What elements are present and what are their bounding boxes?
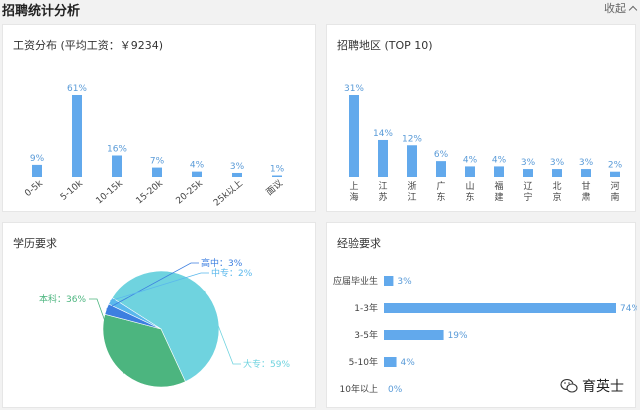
experience-panel-title: 经验要求 [337, 237, 381, 250]
region-bar [610, 171, 620, 177]
salary-value-label: 3% [230, 162, 245, 172]
watermark: 育英士 [560, 376, 624, 396]
region-category-label: 北京 [552, 181, 561, 203]
experience-chart: 应届毕业生 3% 1-3年 74% 3-5年 19% 5-10年 4% 10年以上 0% [333, 275, 640, 395]
education-leader-line [110, 272, 209, 302]
education-slice-label: 高中：3% [201, 257, 243, 269]
page-title: 招聘统计分析 [2, 4, 81, 19]
salary-bar [232, 172, 242, 177]
experience-category-label: 5-10年 [349, 356, 378, 368]
region-value-label: 14% [373, 129, 393, 139]
experience-category-label: 3-5年 [354, 329, 378, 341]
salary-bar [192, 171, 202, 177]
region-bar [581, 169, 591, 177]
region-category-label: 甘肃 [581, 180, 590, 203]
salary-value-label: 61% [67, 84, 87, 94]
experience-bar [384, 357, 397, 367]
region-category-label: 上海 [349, 181, 358, 203]
salary-value-label: 1% [270, 165, 285, 175]
region-bar [349, 95, 359, 177]
region-bar [407, 145, 417, 177]
collapse-label: 收起 [604, 2, 626, 15]
experience-panel: 经验要求 应届毕业生 3% 1-3年 74% 3-5年 19% 5-10年 4% 10年以上 0% [326, 222, 640, 408]
salary-category-label: 25k以上 [211, 178, 245, 209]
experience-category-label: 1-3年 [354, 302, 378, 314]
salary-bar [272, 175, 282, 177]
region-value-label: 3% [521, 158, 536, 168]
education-panel-title: 学历要求 [13, 237, 57, 250]
education-leader-line [204, 290, 241, 365]
region-value-label: 3% [579, 158, 594, 168]
region-bar [436, 161, 446, 177]
region-chart: 31% 上海 14% 江苏 12% 浙江 6% 广东 4% 山东 4% 福建 3% 辽宁 3% 北京 3% 甘肃 2… [344, 84, 623, 203]
region-category-label: 广东 [436, 180, 445, 203]
salary-chart: 9% 0-5k 61% 5-10k 16% 10-15k 7% 15-20k 4% 20-25k 3… [23, 84, 285, 209]
salary-bar [72, 95, 82, 177]
region-bar [494, 166, 504, 177]
region-value-label: 4% [492, 155, 507, 165]
region-value-label: 4% [463, 155, 478, 165]
region-bar [378, 139, 388, 177]
experience-value-label: 3% [397, 277, 412, 287]
education-slice-label: 中专：2% [211, 267, 253, 279]
education-panel: 学历要求 大专：59% 本科：36% 高中：3% 中专：2% [2, 222, 316, 408]
salary-panel: 工资分布 (平均工资：￥9234) 9% 0-5k 61% 5-10k 16% 10-15… [2, 24, 316, 212]
region-bar [552, 169, 562, 177]
header-bar: 招聘统计分析 收起 [0, 0, 640, 19]
collapse-button[interactable]: 收起 [604, 0, 638, 16]
salary-bar [32, 164, 42, 177]
salary-value-label: 16% [107, 144, 127, 154]
region-category-label: 辽宁 [523, 181, 532, 203]
region-bar [465, 166, 475, 177]
education-chart: 大专：59% 本科：36% 高中：3%中专：2% [39, 257, 290, 388]
salary-category-label: 15-20k [134, 178, 165, 206]
region-value-label: 2% [608, 161, 623, 171]
education-pie-slice [111, 270, 220, 383]
region-value-label: 12% [402, 134, 422, 144]
region-panel-title: 招聘地区 (TOP 10) [337, 39, 433, 52]
education-leader-line [89, 298, 125, 374]
salary-value-label: 4% [190, 161, 205, 171]
experience-bar [384, 276, 394, 286]
salary-value-label: 7% [150, 157, 165, 167]
experience-bar [384, 330, 444, 340]
salary-category-label: 5-10k [59, 178, 86, 203]
region-value-label: 31% [344, 84, 364, 94]
region-bar [523, 169, 533, 177]
experience-bar [384, 303, 616, 313]
region-panel: 招聘地区 (TOP 10) 31% 上海 14% 江苏 12% 浙江 6% 广东 4% 山东 4% 福… [326, 24, 636, 212]
region-category-label: 河南 [610, 180, 619, 203]
salary-value-label: 9% [30, 154, 45, 164]
experience-value-label: 74% [620, 304, 637, 314]
wechat-icon [560, 378, 578, 393]
experience-value-label: 4% [401, 358, 416, 368]
education-slice-label: 本科：36% [39, 293, 86, 305]
watermark-text: 育英士 [582, 379, 624, 395]
region-value-label: 3% [550, 158, 565, 168]
region-category-label: 江苏 [378, 181, 387, 203]
region-category-label: 山东 [465, 181, 474, 203]
region-value-label: 6% [434, 150, 449, 160]
region-category-label: 浙江 [407, 180, 416, 203]
region-category-label: 福建 [494, 180, 503, 203]
salary-category-label: 面议 [264, 178, 285, 198]
chevron-up-icon [628, 5, 638, 14]
education-slice-label: 大专：59% [243, 358, 290, 370]
salary-panel-title: 工资分布 (平均工资：￥9234) [13, 39, 164, 52]
salary-bar [152, 167, 162, 177]
salary-category-label: 20-25k [174, 178, 205, 206]
experience-value-label: 0% [388, 385, 403, 395]
experience-category-label: 应届毕业生 [333, 275, 378, 287]
salary-category-label: 10-15k [94, 178, 125, 206]
experience-category-label: 10年以上 [340, 383, 378, 395]
experience-value-label: 19% [448, 331, 468, 341]
salary-category-label: 0-5k [23, 178, 45, 199]
salary-bar [112, 155, 122, 177]
